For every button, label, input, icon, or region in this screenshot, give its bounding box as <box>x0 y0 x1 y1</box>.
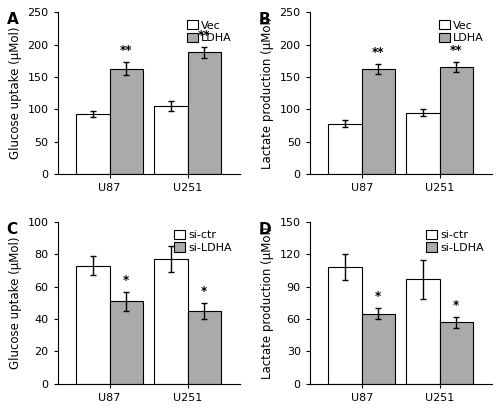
Bar <box>406 113 440 174</box>
Bar <box>110 301 143 383</box>
Y-axis label: Lactate production (μMol): Lactate production (μMol) <box>261 17 274 169</box>
Y-axis label: Lactate production (μMol): Lactate production (μMol) <box>261 226 274 379</box>
Text: **: ** <box>198 30 210 42</box>
Bar <box>188 311 221 383</box>
Text: A: A <box>6 12 18 28</box>
Text: **: ** <box>450 44 462 57</box>
Bar <box>110 69 143 174</box>
Text: **: ** <box>372 46 384 59</box>
Bar <box>328 267 362 383</box>
Text: *: * <box>453 299 460 312</box>
Legend: Vec, LDHA: Vec, LDHA <box>184 18 234 46</box>
Text: *: * <box>201 285 207 298</box>
Legend: si-ctr, si-LDHA: si-ctr, si-LDHA <box>172 228 234 255</box>
Bar <box>328 124 362 174</box>
Y-axis label: Glucose uptake (μMol): Glucose uptake (μMol) <box>9 27 22 159</box>
Bar <box>76 114 110 174</box>
Bar <box>362 69 395 174</box>
Text: *: * <box>123 274 130 286</box>
Text: B: B <box>259 12 270 28</box>
Bar <box>406 279 440 383</box>
Bar <box>154 106 188 174</box>
Bar <box>440 67 473 174</box>
Text: **: ** <box>120 44 132 57</box>
Text: *: * <box>375 290 382 303</box>
Bar <box>362 314 395 383</box>
Legend: Vec, LDHA: Vec, LDHA <box>436 18 486 46</box>
Text: C: C <box>6 222 18 237</box>
Bar <box>76 266 110 383</box>
Bar <box>440 322 473 383</box>
Text: D: D <box>259 222 272 237</box>
Bar <box>188 53 221 174</box>
Legend: si-ctr, si-LDHA: si-ctr, si-LDHA <box>424 228 486 255</box>
Y-axis label: Glucose uptake (μMol): Glucose uptake (μMol) <box>9 237 22 369</box>
Bar <box>154 259 188 383</box>
